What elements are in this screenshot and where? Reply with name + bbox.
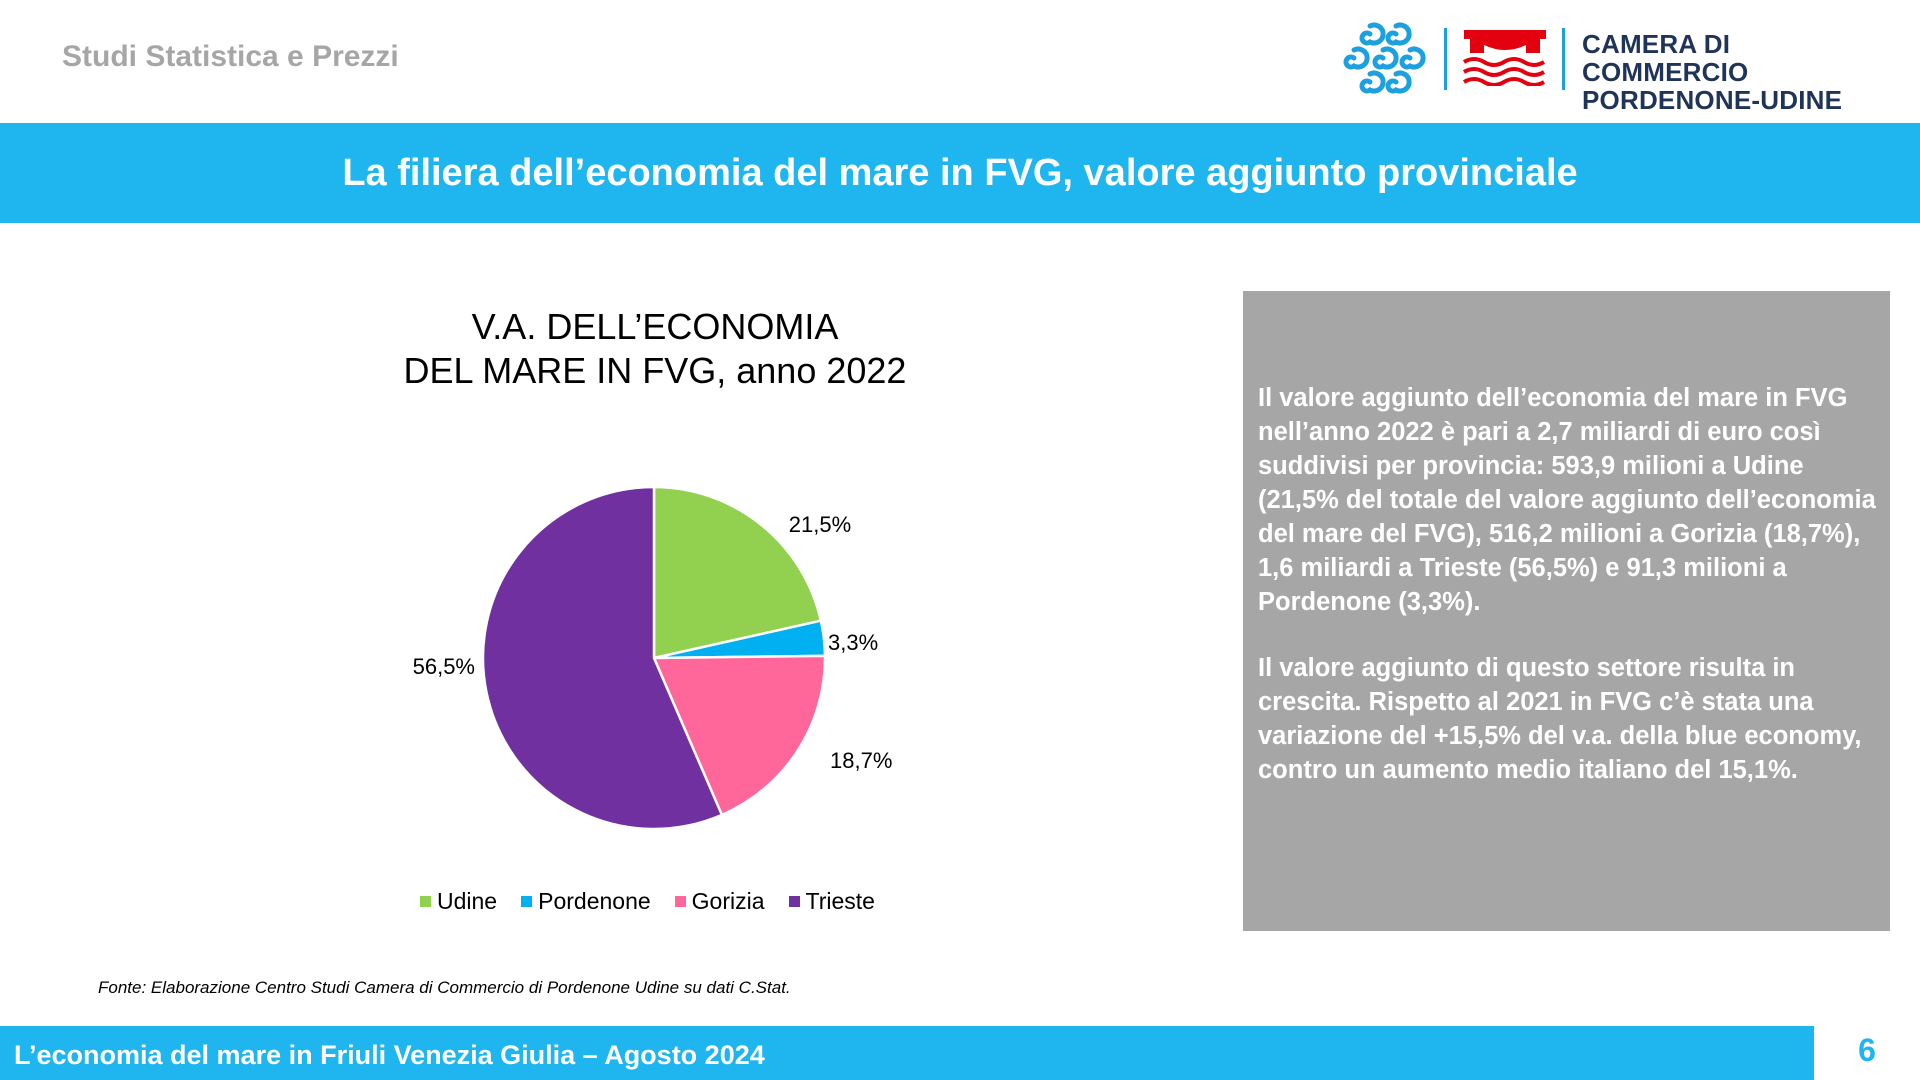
swirl-logo-icon	[1343, 22, 1426, 94]
data-label-trieste: 56,5%	[413, 654, 475, 679]
logo-text: CAMERA DI COMMERCIO PORDENONE-UDINE	[1582, 30, 1900, 114]
logo-line-1: CAMERA DI COMMERCIO	[1582, 29, 1749, 87]
title-band: La filiera dell’economia del mare in FVG…	[0, 123, 1920, 223]
chart-title-line-1: V.A. DELL’ECONOMIA	[471, 306, 839, 347]
logo-separator	[1562, 28, 1565, 90]
footer-band: L’economia del mare in Friuli Venezia Gi…	[0, 1026, 1814, 1080]
chart-legend: Udine Pordenone Gorizia Trieste	[420, 886, 899, 916]
legend-item-pordenone: Pordenone	[521, 888, 651, 915]
page-number: 6	[1858, 1032, 1876, 1068]
department-label: Studi Statistica e Prezzi	[62, 40, 399, 73]
footer-text: L’economia del mare in Friuli Venezia Gi…	[14, 1040, 765, 1070]
chart-title: V.A. DELL’ECONOMIA DEL MARE IN FVG, anno…	[335, 305, 975, 393]
pie-slice-gorizia	[652, 654, 827, 817]
legend-label: Pordenone	[538, 887, 651, 914]
legend-swatch	[420, 895, 431, 907]
legend-label: Trieste	[805, 887, 875, 914]
legend-swatch	[521, 895, 533, 907]
info-paragraph-2: Il valore aggiunto di questo settore ris…	[1258, 654, 1862, 784]
info-paragraph-1: Il valore aggiunto dell’economia del mar…	[1258, 384, 1876, 616]
legend-item-trieste: Trieste	[788, 887, 875, 915]
pie-slice-trieste	[481, 485, 724, 831]
chamber-logo[interactable]: CAMERA DI COMMERCIO PORDENONE-UDINE	[1340, 14, 1900, 114]
info-box: Il valore aggiunto dell’economia del mar…	[1243, 291, 1890, 931]
legend-label: Udine	[437, 887, 498, 914]
pie-chart: 21,5% 3,3% 18,7% 56,5%	[413, 485, 892, 831]
legend-item-gorizia: Gorizia	[674, 887, 765, 915]
legend-label: Gorizia	[691, 887, 765, 914]
legend-item-udine: Udine	[420, 888, 497, 915]
chart-title-line-2: DEL MARE IN FVG, anno 2022	[403, 350, 907, 391]
data-label-udine: 21,5%	[789, 512, 851, 537]
page-title: La filiera dell’economia del mare in FVG…	[342, 152, 1578, 194]
legend-swatch	[788, 895, 800, 907]
bridge-logo-icon	[1462, 30, 1546, 86]
logo-line-2: PORDENONE-UDINE	[1582, 85, 1843, 115]
source-note: Fonte: Elaborazione Centro Studi Camera …	[98, 978, 791, 997]
data-label-gorizia: 18,7%	[830, 748, 892, 773]
pie-slice-udine	[652, 485, 823, 660]
data-label-pordenone: 3,3%	[828, 630, 878, 655]
logo-separator	[1444, 28, 1447, 90]
legend-swatch	[674, 895, 686, 907]
